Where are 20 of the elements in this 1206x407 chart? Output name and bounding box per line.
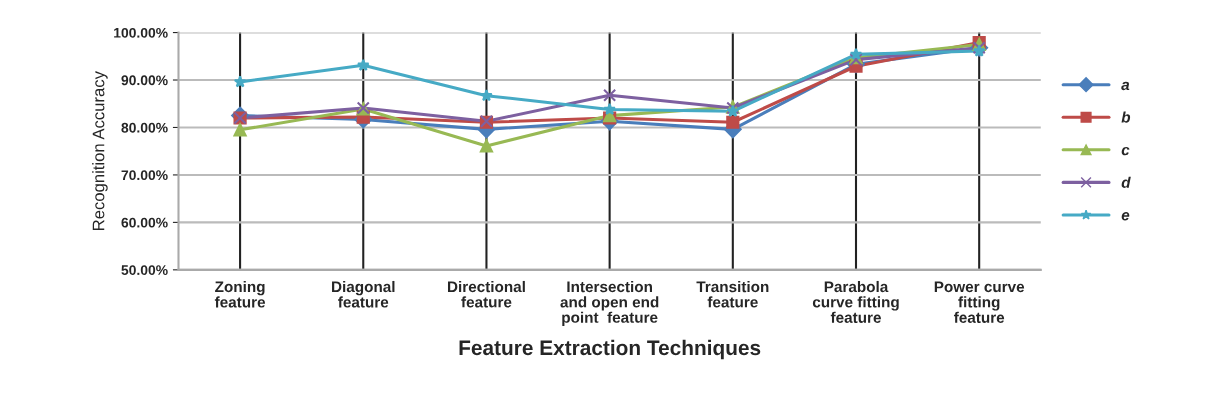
x-tick-label: Directional feature bbox=[448, 280, 525, 308]
legend-label: d bbox=[1121, 176, 1131, 188]
y-tick-label: 80.00% bbox=[121, 122, 168, 133]
y-tick-label: 90.00% bbox=[121, 75, 168, 86]
x-axis-title: Feature Extraction Techniques bbox=[459, 339, 761, 360]
x-tick-label: Intersection and open end point feature bbox=[560, 280, 659, 326]
y-tick-label: 100.00% bbox=[114, 27, 168, 38]
legend-label: a bbox=[1121, 81, 1130, 91]
legend-label: e bbox=[1121, 212, 1130, 221]
legend-label: b bbox=[1121, 111, 1131, 123]
legend-label: c bbox=[1121, 146, 1130, 156]
y-tick-label: 50.00% bbox=[121, 265, 168, 276]
y-tick-label: 60.00% bbox=[121, 217, 168, 228]
x-tick-label: Transition feature bbox=[696, 280, 769, 308]
y-tick-label: 70.00% bbox=[121, 170, 168, 181]
x-tick-label: Power curve fitting feature bbox=[934, 281, 1025, 323]
x-tick-label: Zoning feature bbox=[214, 280, 266, 308]
x-tick-label: Diagonal feature bbox=[332, 280, 395, 308]
x-tick-label: Parabola curve fitting feature bbox=[812, 280, 899, 323]
y-axis-title: Recognition Accuracy bbox=[92, 71, 108, 230]
